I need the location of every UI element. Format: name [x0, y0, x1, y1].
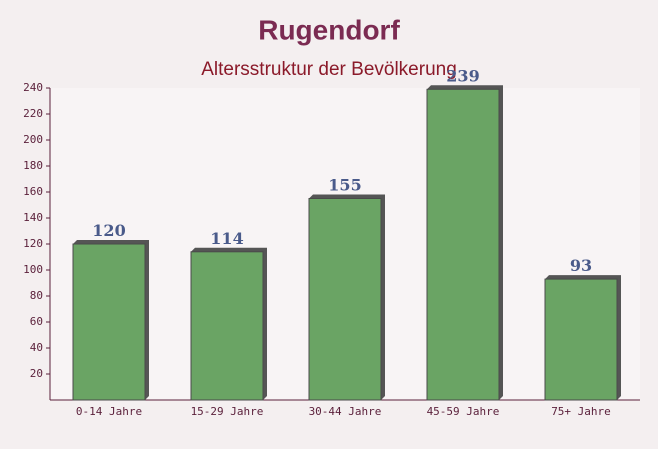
y-tick-label: 200 — [23, 133, 43, 146]
bar — [72, 243, 146, 401]
y-tick-label: 160 — [23, 185, 43, 198]
x-tick-label: 75+ Jahre — [551, 405, 611, 418]
y-tick-label: 220 — [23, 107, 43, 120]
y-tick-label: 60 — [30, 315, 43, 328]
data-label: 120 — [92, 221, 125, 240]
chart-title: Rugendorf — [258, 14, 400, 45]
data-label: 114 — [210, 229, 243, 248]
bar — [544, 278, 618, 401]
x-tick-label: 30-44 Jahre — [309, 405, 382, 418]
bar — [308, 198, 382, 401]
bar — [190, 251, 264, 401]
bar — [426, 88, 500, 401]
data-label: 93 — [570, 256, 592, 275]
data-label: 239 — [446, 66, 479, 85]
y-tick-label: 100 — [23, 263, 43, 276]
data-label: 155 — [328, 176, 361, 195]
x-tick-label: 0-14 Jahre — [76, 405, 142, 418]
y-tick-label: 40 — [30, 341, 43, 354]
y-tick-label: 20 — [30, 367, 43, 380]
x-tick-label: 45-59 Jahre — [427, 405, 500, 418]
y-tick-label: 140 — [23, 211, 43, 224]
y-tick-label: 240 — [23, 81, 43, 94]
y-tick-label: 80 — [30, 289, 43, 302]
chart-subtitle: Altersstruktur der Bevölkerung — [201, 59, 457, 80]
y-tick-label: 180 — [23, 159, 43, 172]
y-tick-label: 120 — [23, 237, 43, 250]
x-tick-label: 15-29 Jahre — [191, 405, 264, 418]
